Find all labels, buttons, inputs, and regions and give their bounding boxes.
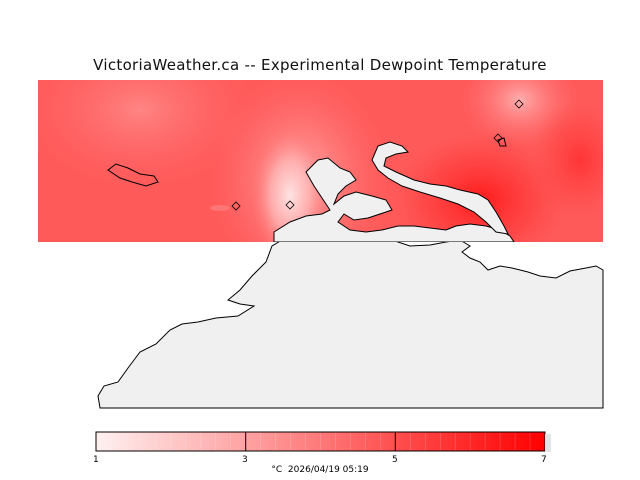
dewpoint-field bbox=[38, 80, 603, 242]
footer-timestamp: 2026/04/19 05:19 bbox=[287, 465, 369, 475]
footer-unit: °C bbox=[271, 465, 283, 475]
land-vancouver-island bbox=[97, 237, 604, 409]
station-markers bbox=[231, 99, 524, 211]
island-right bbox=[497, 137, 507, 147]
footer: °C 2026/04/19 05:19 bbox=[0, 465, 640, 475]
map-title: VictoriaWeather.ca -- Experimental Dewpo… bbox=[93, 56, 547, 74]
colorbar-tick-label-1: 1 bbox=[93, 455, 99, 465]
station-marker bbox=[493, 133, 503, 143]
station-marker bbox=[231, 201, 241, 211]
island-left bbox=[107, 163, 159, 187]
land-peninsula bbox=[371, 141, 509, 235]
station-marker bbox=[285, 200, 295, 210]
colorbar-tick-label-7: 7 bbox=[541, 455, 547, 465]
station-marker bbox=[514, 99, 524, 109]
colorbar bbox=[95, 431, 551, 452]
land-upper bbox=[273, 157, 515, 242]
colorbar-tick-label-5: 5 bbox=[392, 455, 398, 465]
colorbar-tick-label-3: 3 bbox=[242, 455, 248, 465]
